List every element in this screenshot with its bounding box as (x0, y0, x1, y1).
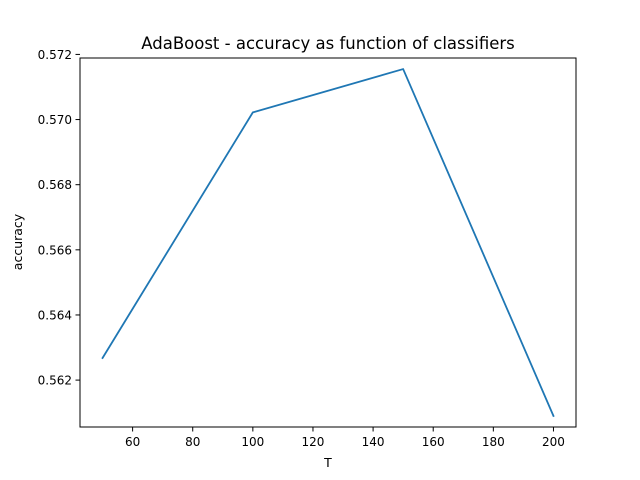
x-ticks: 60 80 100 120 140 160 180 200 (125, 427, 565, 449)
y-tick-label: 0.566 (38, 243, 72, 257)
x-tick-label: 200 (542, 435, 565, 449)
x-tick-label: 120 (302, 435, 325, 449)
series-group (101, 68, 555, 418)
y-tick-label: 0.562 (38, 374, 72, 388)
y-ticks: 0.562 0.564 0.566 0.568 0.570 0.572 (38, 48, 80, 388)
y-tick-label: 0.564 (38, 308, 72, 322)
y-tick-label: 0.570 (38, 113, 72, 127)
y-tick-label: 0.572 (38, 48, 72, 62)
x-tick-label: 80 (185, 435, 200, 449)
x-tick-label: 160 (422, 435, 445, 449)
x-tick-label: 60 (125, 435, 140, 449)
y-tick-label: 0.568 (38, 178, 72, 192)
chart-title: AdaBoost - accuracy as function of class… (141, 34, 515, 53)
plot-area: 60 80 100 120 140 160 180 200 0.5620.5640.5660.… (38, 48, 577, 449)
series-line-0 (101, 68, 555, 418)
y-axis-label: accuracy (10, 213, 25, 270)
x-tick-label: 180 (482, 435, 505, 449)
x-axis-label: T (323, 455, 332, 470)
x-tick-label: 140 (362, 435, 385, 449)
x-tick-label: 100 (241, 435, 264, 449)
axes-frame (79, 57, 577, 428)
